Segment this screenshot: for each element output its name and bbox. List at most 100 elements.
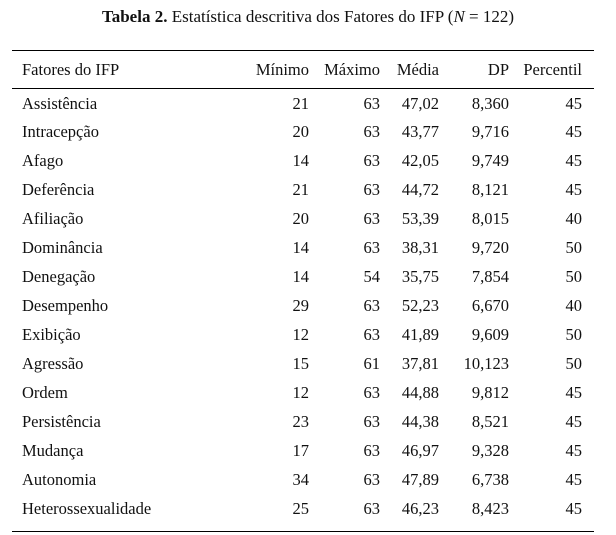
factor-name: Intracepção [22, 121, 99, 141]
table-row: Assistência 21 63 47,02 8,360 45 [12, 88, 594, 117]
percentil-value: 45 [565, 150, 583, 170]
minimo-value: 20 [292, 208, 310, 228]
minimo-value: 14 [292, 237, 310, 257]
minimo-value: 14 [292, 266, 310, 286]
media-value: 46,97 [401, 440, 439, 460]
column-header-dp: DP [487, 59, 509, 79]
dp-value: 8,521 [471, 411, 509, 431]
factor-name: Mudança [22, 440, 84, 460]
percentil-value: 50 [565, 266, 583, 286]
descriptive-statistics-table: Fatores do IFP Mínimo Máximo Média DP Pe… [12, 51, 594, 523]
media-value: 38,31 [401, 237, 439, 257]
minimo-value: 14 [292, 150, 310, 170]
media-value: 35,75 [401, 266, 439, 286]
column-header-fatores: Fatores do IFP [22, 59, 120, 79]
factor-name: Persistência [22, 411, 101, 431]
table-header-rule [12, 88, 594, 89]
percentil-value: 45 [565, 179, 583, 199]
table-row: Heterossexualidade 25 63 46,23 8,423 45 [12, 494, 594, 523]
factor-name: Denegação [22, 266, 96, 286]
dp-value: 10,123 [463, 353, 509, 373]
column-header-maximo: Máximo [324, 59, 380, 79]
dp-value: 9,609 [471, 324, 509, 344]
minimo-value: 17 [292, 440, 310, 460]
dp-value: 8,015 [471, 208, 509, 228]
percentil-value: 45 [565, 382, 583, 402]
factor-name: Deferência [22, 179, 95, 199]
dp-value: 9,812 [471, 382, 509, 402]
media-value: 41,89 [401, 324, 439, 344]
table-row: Intracepção 20 63 43,77 9,716 45 [12, 117, 594, 146]
percentil-value: 45 [565, 121, 583, 141]
minimo-value: 23 [292, 411, 310, 431]
maximo-value: 63 [363, 498, 381, 518]
percentil-value: 50 [565, 324, 583, 344]
dp-value: 8,121 [471, 179, 509, 199]
media-value: 42,05 [401, 150, 439, 170]
percentil-value: 45 [565, 498, 583, 518]
percentil-value: 45 [565, 469, 583, 489]
maximo-value: 63 [363, 324, 381, 344]
table-row: Persistência 23 63 44,38 8,521 45 [12, 407, 594, 436]
factor-name: Desempenho [22, 295, 109, 315]
minimo-value: 12 [292, 382, 310, 402]
minimo-value: 21 [292, 179, 310, 199]
maximo-value: 63 [363, 93, 381, 113]
minimo-value: 34 [292, 469, 310, 489]
table-row: Afiliação 20 63 53,39 8,015 40 [12, 204, 594, 233]
media-value: 37,81 [401, 353, 439, 373]
table-row: Agressão 15 61 37,81 10,123 50 [12, 349, 594, 378]
factor-name: Heterossexualidade [22, 498, 152, 518]
maximo-value: 54 [363, 266, 381, 286]
column-header-minimo: Mínimo [255, 59, 309, 79]
factor-name: Assistência [22, 93, 98, 113]
maximo-value: 61 [363, 353, 381, 373]
table-body: Assistência 21 63 47,02 8,360 45 Intracepção 20… [12, 88, 594, 523]
table-row: Autonomia 34 63 47,89 6,738 45 [12, 465, 594, 494]
factor-name: Ordem [22, 382, 68, 402]
percentil-value: 40 [565, 295, 583, 315]
table-caption: Tabela 2. Estatística descritiva dos Fat… [0, 6, 616, 28]
dp-value: 9,720 [471, 237, 509, 257]
minimo-value: 21 [292, 93, 310, 113]
table-caption-text: Estatística descritiva dos Fatores do IF… [167, 7, 454, 26]
table-caption-n-symbol: N [453, 7, 465, 26]
percentil-value: 40 [565, 208, 583, 228]
table-header-row: Fatores do IFP Mínimo Máximo Média DP Pe… [12, 51, 594, 88]
dp-value: 9,749 [471, 150, 509, 170]
media-value: 47,02 [401, 93, 439, 113]
media-value: 44,88 [401, 382, 439, 402]
media-value: 43,77 [401, 121, 439, 141]
dp-value: 6,738 [471, 469, 509, 489]
factor-name: Afiliação [22, 208, 84, 228]
percentil-value: 45 [565, 411, 583, 431]
dp-value: 7,854 [471, 266, 509, 286]
media-value: 47,89 [401, 469, 439, 489]
maximo-value: 63 [363, 179, 381, 199]
maximo-value: 63 [363, 121, 381, 141]
table-row: Desempenho 29 63 52,23 6,670 40 [12, 291, 594, 320]
table-row: Afago 14 63 42,05 9,749 45 [12, 146, 594, 175]
maximo-value: 63 [363, 440, 381, 460]
maximo-value: 63 [363, 295, 381, 315]
factor-name: Autonomia [22, 469, 97, 489]
table-bottom-rule [12, 531, 594, 532]
maximo-value: 63 [363, 237, 381, 257]
table-row: Mudança 17 63 46,97 9,328 45 [12, 436, 594, 465]
media-value: 44,72 [401, 179, 439, 199]
table-row: Exibição 12 63 41,89 9,609 50 [12, 320, 594, 349]
table-row: Dominância 14 63 38,31 9,720 50 [12, 233, 594, 262]
table-top-rule [12, 50, 594, 51]
table-row: Ordem 12 63 44,88 9,812 45 [12, 378, 594, 407]
maximo-value: 63 [363, 208, 381, 228]
percentil-value: 45 [565, 440, 583, 460]
minimo-value: 12 [292, 324, 310, 344]
media-value: 52,23 [401, 295, 439, 315]
media-value: 46,23 [401, 498, 439, 518]
column-header-media: Média [396, 59, 439, 79]
minimo-value: 25 [292, 498, 310, 518]
dp-value: 8,360 [471, 93, 509, 113]
table-caption-n-value: = 122) [464, 7, 515, 26]
media-value: 44,38 [401, 411, 439, 431]
factor-name: Afago [22, 150, 64, 170]
